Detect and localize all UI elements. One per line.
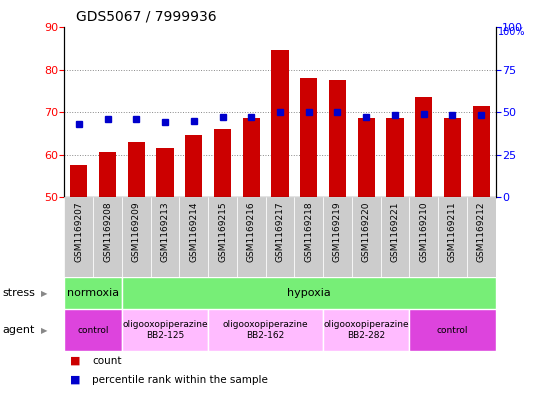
Text: GSM1169211: GSM1169211 [448, 201, 457, 262]
Bar [265, 197, 295, 277]
Text: ▶: ▶ [41, 325, 48, 334]
Bar [179, 197, 208, 277]
Text: 100%: 100% [498, 27, 526, 37]
Text: ▶: ▶ [41, 288, 48, 298]
Bar [242, 118, 260, 197]
Bar [473, 106, 490, 197]
Bar [329, 80, 346, 197]
Bar [386, 118, 404, 197]
Bar [323, 309, 409, 351]
Text: GSM1169218: GSM1169218 [304, 201, 313, 262]
Text: GSM1169221: GSM1169221 [390, 201, 399, 262]
Bar [208, 309, 323, 351]
Bar [381, 197, 409, 277]
Bar [438, 197, 467, 277]
Text: GSM1169214: GSM1169214 [189, 201, 198, 262]
Text: control: control [437, 325, 468, 334]
Text: count: count [92, 356, 122, 365]
Text: ■: ■ [70, 356, 81, 365]
Text: hypoxia: hypoxia [287, 288, 330, 298]
Bar [64, 197, 93, 277]
Text: GDS5067 / 7999936: GDS5067 / 7999936 [76, 9, 216, 23]
Text: percentile rank within the sample: percentile rank within the sample [92, 375, 268, 385]
Bar [300, 78, 318, 197]
Text: oligooxopiperazine
BB2-125: oligooxopiperazine BB2-125 [122, 320, 208, 340]
Text: normoxia: normoxia [67, 288, 119, 298]
Text: GSM1169208: GSM1169208 [103, 201, 112, 262]
Text: GSM1169209: GSM1169209 [132, 201, 141, 262]
Text: GSM1169216: GSM1169216 [247, 201, 256, 262]
Bar [415, 97, 432, 197]
Bar [99, 152, 116, 197]
Bar [409, 197, 438, 277]
Bar [409, 309, 496, 351]
Bar [185, 136, 202, 197]
Bar [237, 197, 265, 277]
Text: stress: stress [3, 288, 36, 298]
Text: GSM1169217: GSM1169217 [276, 201, 284, 262]
Bar [151, 197, 179, 277]
Bar [122, 309, 208, 351]
Bar [128, 142, 145, 197]
Bar [122, 277, 496, 309]
Bar [70, 165, 87, 197]
Text: oligooxopiperazine
BB2-162: oligooxopiperazine BB2-162 [223, 320, 309, 340]
Bar [444, 118, 461, 197]
Bar [295, 197, 323, 277]
Bar [214, 129, 231, 197]
Bar [122, 197, 151, 277]
Text: control: control [77, 325, 109, 334]
Text: GSM1169213: GSM1169213 [161, 201, 170, 262]
Text: GSM1169210: GSM1169210 [419, 201, 428, 262]
Text: agent: agent [3, 325, 35, 335]
Bar [352, 197, 381, 277]
Text: oligooxopiperazine
BB2-282: oligooxopiperazine BB2-282 [324, 320, 409, 340]
Text: GSM1169207: GSM1169207 [74, 201, 83, 262]
Bar [467, 197, 496, 277]
Text: GSM1169220: GSM1169220 [362, 201, 371, 262]
Text: ■: ■ [70, 375, 81, 385]
Bar [156, 148, 174, 197]
Text: GSM1169212: GSM1169212 [477, 201, 486, 262]
Text: GSM1169219: GSM1169219 [333, 201, 342, 262]
Bar [272, 50, 288, 197]
Text: GSM1169215: GSM1169215 [218, 201, 227, 262]
Bar [64, 277, 122, 309]
Bar [208, 197, 237, 277]
Bar [323, 197, 352, 277]
Bar [358, 118, 375, 197]
Bar [64, 309, 122, 351]
Bar [93, 197, 122, 277]
